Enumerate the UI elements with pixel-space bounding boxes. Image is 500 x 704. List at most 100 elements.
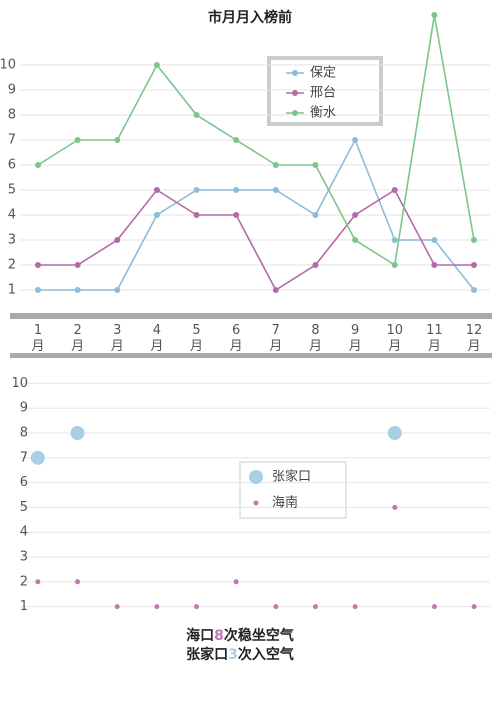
- point: [273, 604, 279, 610]
- point: [312, 162, 319, 168]
- point: [471, 237, 477, 243]
- point: [74, 287, 81, 293]
- point: [272, 187, 279, 193]
- point: [114, 237, 121, 243]
- legend-marker: [292, 70, 298, 76]
- separator: [10, 313, 492, 319]
- point: [153, 212, 160, 218]
- point: [153, 62, 160, 68]
- point: [233, 137, 240, 143]
- legend-marker: [253, 500, 259, 506]
- y-tick-label: 2: [8, 258, 16, 273]
- point: [431, 604, 437, 610]
- y-tick-label: 9: [8, 83, 16, 98]
- point: [312, 262, 319, 268]
- legend-label: 海南: [272, 495, 298, 511]
- point: [352, 212, 359, 218]
- point: [35, 262, 41, 268]
- y-tick-label: 4: [20, 525, 28, 540]
- point: [35, 162, 41, 168]
- point: [30, 450, 45, 465]
- y-tick-label: 1: [8, 283, 16, 298]
- point: [233, 212, 240, 218]
- point: [312, 212, 319, 218]
- point: [193, 187, 200, 193]
- point: [431, 237, 438, 243]
- point: [272, 287, 279, 293]
- y-tick-label: 5: [8, 183, 16, 198]
- point: [387, 426, 402, 440]
- y-tick-label: 5: [20, 500, 28, 515]
- point: [114, 287, 121, 293]
- y-tick-label: 10: [11, 376, 28, 391]
- point: [35, 579, 41, 585]
- point: [392, 504, 398, 510]
- point: [312, 604, 318, 610]
- x-tick-label: 12 月: [466, 323, 483, 354]
- y-tick-label: 10: [0, 58, 16, 73]
- separator: [10, 353, 492, 358]
- point: [471, 604, 477, 610]
- y-tick-label: 2: [20, 574, 28, 589]
- legend-label: 邢台: [310, 86, 336, 101]
- point: [193, 112, 200, 118]
- y-tick-label: 7: [8, 133, 16, 148]
- chart-title: 市月月入榜前: [208, 9, 292, 26]
- legend-marker: [292, 110, 298, 116]
- y-tick-label: 6: [8, 158, 16, 173]
- annotation: 海口8次稳坐空气: [186, 627, 294, 644]
- point: [431, 262, 438, 268]
- annotation: 张家口3次入空气: [186, 646, 294, 663]
- y-tick-label: 4: [8, 208, 16, 223]
- point: [471, 262, 477, 268]
- point: [391, 237, 398, 243]
- y-tick-label: 8: [8, 108, 16, 123]
- point: [35, 287, 41, 293]
- x-tick-label: 10 月: [386, 323, 403, 354]
- point: [352, 137, 359, 143]
- point: [193, 212, 200, 218]
- point: [352, 237, 359, 243]
- point: [471, 287, 477, 293]
- point: [193, 604, 199, 610]
- x-tick-label: 11 月: [426, 323, 443, 354]
- line: [37, 14, 475, 267]
- point: [154, 604, 160, 610]
- legend-label: 保定: [310, 66, 336, 81]
- point: [153, 187, 160, 193]
- point: [352, 604, 358, 610]
- y-tick-label: 1: [20, 599, 28, 614]
- line: [38, 188, 474, 292]
- legend-marker: [292, 90, 298, 96]
- point: [114, 137, 121, 143]
- y-tick-label: 6: [20, 475, 28, 490]
- point: [233, 187, 240, 193]
- line: [38, 138, 475, 291]
- point: [272, 162, 279, 168]
- point: [70, 426, 85, 440]
- point: [431, 12, 438, 18]
- point: [75, 579, 81, 585]
- point: [114, 604, 120, 610]
- legend-marker: [249, 470, 263, 484]
- y-tick-label: 9: [20, 401, 28, 416]
- y-tick-label: 3: [20, 550, 28, 565]
- legend-label: 张家口: [272, 469, 311, 485]
- y-tick-label: 8: [20, 426, 28, 441]
- point: [74, 137, 81, 143]
- point: [233, 579, 239, 585]
- point: [391, 262, 398, 268]
- y-tick-label: 7: [20, 450, 28, 465]
- point: [391, 187, 398, 193]
- y-tick-label: 3: [8, 233, 16, 248]
